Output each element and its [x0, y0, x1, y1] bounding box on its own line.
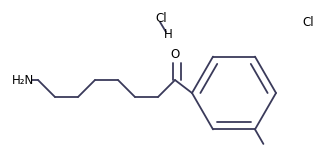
Text: O: O — [170, 48, 179, 62]
Text: Cl: Cl — [302, 15, 314, 28]
Text: Cl: Cl — [155, 12, 166, 24]
Text: H₂N: H₂N — [12, 74, 34, 87]
Text: H: H — [164, 28, 172, 42]
